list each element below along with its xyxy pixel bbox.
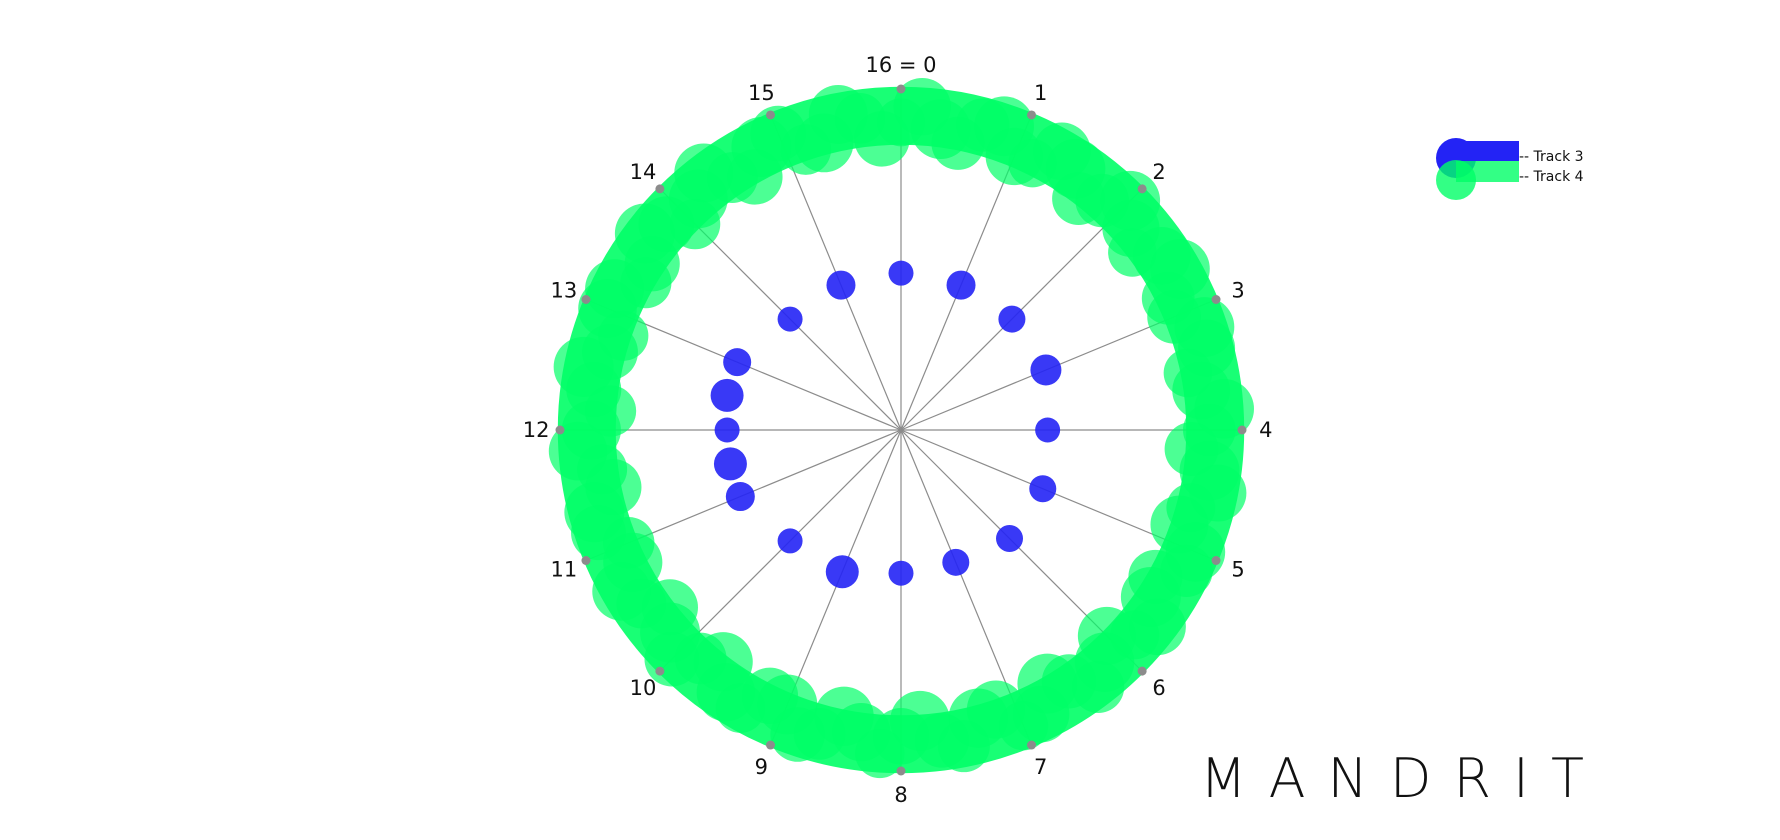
track-3-point-6 <box>996 525 1024 553</box>
spoke-marker-2 <box>1137 184 1147 194</box>
track-3-point-3 <box>1030 354 1062 386</box>
track-3-point-0 <box>888 260 914 286</box>
legend-item-track-4: -- Track 4 <box>1436 160 1584 200</box>
spoke-label-3: 3 <box>1231 278 1244 302</box>
spoke-label-10: 10 <box>630 676 657 700</box>
spoke-marker-14 <box>655 184 665 194</box>
legend-label-track-4: -- Track 4 <box>1519 169 1584 185</box>
spoke-line-2 <box>900 188 1143 431</box>
spoke-label-8: 8 <box>894 783 907 807</box>
track-3-point-5 <box>1029 475 1057 503</box>
track-3-point-15 <box>723 348 752 377</box>
brand-logo: MANDRIT <box>1200 747 1606 810</box>
track-3-point-1 <box>946 270 976 300</box>
spoke-marker-5 <box>1211 555 1221 565</box>
spoke-marker-13 <box>581 295 591 305</box>
spoke-label-7: 7 <box>1034 755 1047 779</box>
spoke-markers <box>555 84 1247 776</box>
spoke-label-13: 13 <box>551 278 578 302</box>
spoke-marker-1 <box>1026 110 1036 120</box>
spoke-label-6: 6 <box>1152 676 1165 700</box>
spoke-label-12: 12 <box>523 418 550 442</box>
track-3-point-7 <box>942 548 970 576</box>
spoke-label-0: 16 = 0 <box>865 53 936 77</box>
spoke-marker-11 <box>581 555 591 565</box>
spoke-label-14: 14 <box>630 160 657 184</box>
track-3-point-10 <box>777 528 803 554</box>
track-3-point-16 <box>777 306 803 332</box>
track-3-point-13 <box>714 417 740 443</box>
track-3-points <box>710 260 1062 589</box>
spoke-marker-15 <box>766 110 776 120</box>
spoke-label-1: 1 <box>1034 81 1047 105</box>
spoke-marker-9 <box>766 740 776 750</box>
legend: -- Track 3 -- Track 4 <box>1436 138 1584 200</box>
legend-swatch-bar-track-3 <box>1456 141 1519 161</box>
spoke-label-9: 9 <box>755 755 768 779</box>
legend-label-track-3: -- Track 3 <box>1519 149 1584 165</box>
track-4-point-95 <box>854 111 910 167</box>
spoke-marker-7 <box>1026 740 1036 750</box>
track-3-point-4 <box>1035 417 1061 443</box>
track-3-point-11 <box>725 482 755 512</box>
spoke-marker-12 <box>555 425 565 435</box>
track-3-point-8 <box>888 560 914 586</box>
legend-item-track-3: -- Track 3 <box>1436 138 1584 178</box>
spoke-marker-8 <box>896 766 906 776</box>
track-3-point-14 <box>710 378 744 412</box>
spoke-marker-6 <box>1137 666 1147 676</box>
track-3-point-17 <box>826 270 856 300</box>
track-4-band <box>548 77 1254 779</box>
track-3-point-2 <box>998 305 1026 333</box>
spoke-marker-0 <box>896 84 906 94</box>
spoke-label-5: 5 <box>1231 558 1244 582</box>
spoke-marker-3 <box>1211 295 1221 305</box>
spoke-line-10 <box>659 429 902 672</box>
track-3-point-9 <box>825 555 859 589</box>
spoke-label-4: 4 <box>1259 418 1272 442</box>
spoke-marker-4 <box>1237 425 1247 435</box>
legend-swatch-bar-track-4 <box>1456 161 1519 182</box>
spoke-label-2: 2 <box>1152 160 1165 184</box>
spoke-marker-10 <box>655 666 665 676</box>
spoke-label-15: 15 <box>748 81 775 105</box>
spoke-label-11: 11 <box>551 558 578 582</box>
track-3-point-12 <box>713 447 747 481</box>
